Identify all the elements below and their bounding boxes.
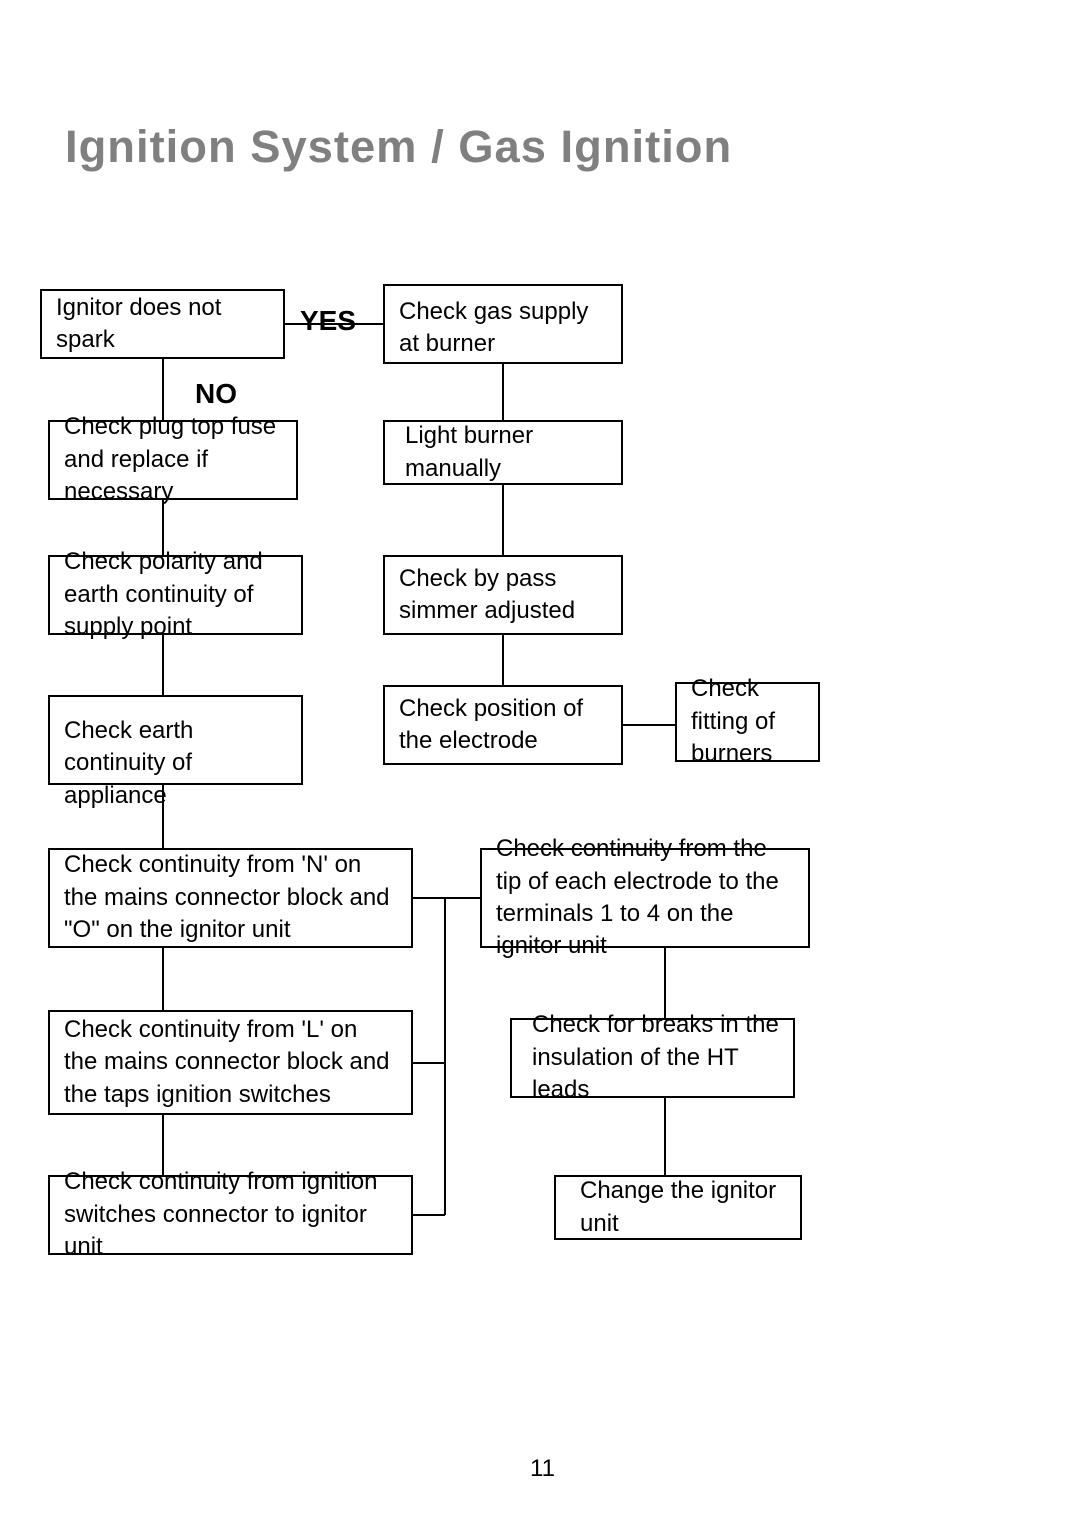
node-text: Check continuity from the tip of each el… — [496, 833, 794, 963]
node-check-continuity-electrode-tip: Check continuity from the tip of each el… — [480, 848, 810, 948]
label-no: NO — [195, 378, 237, 410]
node-change-ignitor-unit: Change the ignitor unit — [554, 1175, 802, 1240]
node-text: Check fitting of burners — [691, 673, 804, 770]
node-check-earth-continuity: Check earth continuity of appliance — [48, 695, 303, 785]
node-check-continuity-l: Check continuity from 'L' on the mains c… — [48, 1010, 413, 1115]
node-check-bypass-simmer: Check by pass simmer adjusted — [383, 555, 623, 635]
node-check-fitting-burners: Check fitting of burners — [675, 682, 820, 762]
node-text: Check continuity from ignition switches … — [64, 1166, 397, 1263]
page-title: Ignition System / Gas Ignition — [65, 120, 732, 174]
node-check-electrode-position: Check position of the electrode — [383, 685, 623, 765]
node-text: Ignitor does not spark — [56, 292, 269, 357]
node-text: Check continuity from 'L' on the mains c… — [64, 1014, 397, 1111]
node-check-plug-top-fuse: Check plug top fuse and replace if neces… — [48, 420, 298, 500]
node-check-gas-supply: Check gas supply at burner — [383, 284, 623, 364]
node-text: Check polarity and earth continuity of s… — [64, 546, 287, 643]
node-check-continuity-ignition-switches: Check continuity from ignition switches … — [48, 1175, 413, 1255]
node-text: Change the ignitor unit — [580, 1175, 786, 1240]
node-check-continuity-n: Check continuity from 'N' on the mains c… — [48, 848, 413, 948]
node-check-polarity-earth: Check polarity and earth continuity of s… — [48, 555, 303, 635]
node-ignitor-does-not-spark: Ignitor does not spark — [40, 289, 285, 359]
node-text: Check by pass simmer adjusted — [399, 563, 607, 628]
node-text: Check plug top fuse and replace if neces… — [64, 411, 282, 508]
label-yes: YES — [300, 305, 356, 337]
page-number: 11 — [530, 1455, 555, 1483]
node-text: Check for breaks in the insulation of th… — [532, 1009, 779, 1106]
node-text: Check continuity from 'N' on the mains c… — [64, 849, 397, 946]
node-text: Check position of the electrode — [399, 693, 607, 758]
node-text: Light burner manually — [405, 420, 607, 485]
node-light-burner-manually: Light burner manually — [383, 420, 623, 485]
node-check-ht-lead-insulation: Check for breaks in the insulation of th… — [510, 1018, 795, 1098]
node-text: Check earth continuity of appliance — [64, 715, 287, 812]
node-text: Check gas supply at burner — [399, 296, 607, 361]
